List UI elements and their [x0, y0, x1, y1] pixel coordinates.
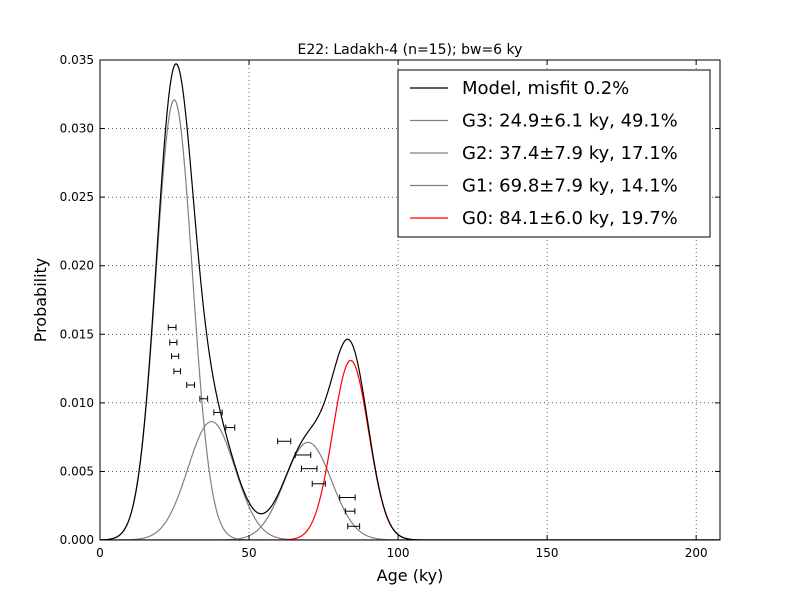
- sample-errorbar: [344, 508, 356, 515]
- y-tick-label: 0.000: [60, 533, 94, 547]
- x-tick-label: 100: [387, 546, 410, 560]
- legend-entry: G1: 69.8±7.9 ky, 14.1%: [462, 176, 678, 197]
- y-tick-label: 0.020: [60, 259, 94, 273]
- legend-entry: G2: 37.4±7.9 ky, 17.1%: [462, 143, 678, 164]
- x-tick-label: 50: [241, 546, 256, 560]
- sample-errorbar: [171, 353, 180, 360]
- sample-errorbar: [169, 339, 178, 346]
- sample-errorbar: [213, 409, 223, 416]
- legend-entry: G0: 84.1±6.0 ky, 19.7%: [462, 208, 678, 229]
- y-tick-label: 0.035: [60, 53, 94, 67]
- model-curve: [100, 62, 720, 540]
- sample-errorbar: [301, 465, 318, 472]
- component-curve: [100, 98, 720, 540]
- legend-box: [397, 69, 711, 238]
- plot-frame: [99, 59, 721, 541]
- y-tick-label: 0.010: [60, 396, 94, 410]
- y-tick-label: 0.025: [60, 190, 94, 204]
- sample-errorbar: [186, 382, 195, 389]
- sample-errorbar: [339, 494, 356, 501]
- y-axis-ticks: 0.000 0.005 0.010 0.015 0.020 0.025 0.030 0.035: [60, 53, 720, 547]
- x-tick-label: 0: [96, 546, 104, 560]
- sample-errorbar: [311, 480, 326, 487]
- x-tick-label: 150: [536, 546, 559, 560]
- legend-entry: Model, misfit 0.2%: [462, 78, 629, 99]
- sample-errorbar: [277, 438, 292, 445]
- sample-errorbar: [173, 368, 181, 375]
- x-tick-label: 200: [685, 546, 708, 560]
- sample-errorbar: [167, 324, 177, 331]
- component-curve: [100, 420, 720, 540]
- y-tick-label: 0.005: [60, 464, 94, 478]
- y-axis-label: Probability: [31, 258, 50, 343]
- legend-entry: G3: 24.9±6.1 ky, 49.1%: [462, 111, 678, 132]
- chart-title: E22: Ladakh-4 (n=15); bw=6 ky: [298, 42, 523, 58]
- component-curve: [100, 359, 720, 540]
- x-axis-label: Age (ky): [377, 566, 444, 585]
- y-tick-label: 0.015: [60, 327, 94, 341]
- component-curve: [100, 441, 720, 540]
- sample-errorbar: [294, 451, 312, 458]
- legend: Model, misfit 0.2% G3: 24.9±6.1 ky, 49.1%…: [397, 69, 711, 238]
- sample-errorbar: [225, 424, 236, 431]
- sample-errorbar: [199, 395, 209, 402]
- x-axis-ticks: 0 50 100 150 200: [96, 60, 708, 560]
- sample-points: [167, 324, 361, 530]
- y-tick-label: 0.030: [60, 122, 94, 136]
- sample-errorbar: [347, 523, 361, 530]
